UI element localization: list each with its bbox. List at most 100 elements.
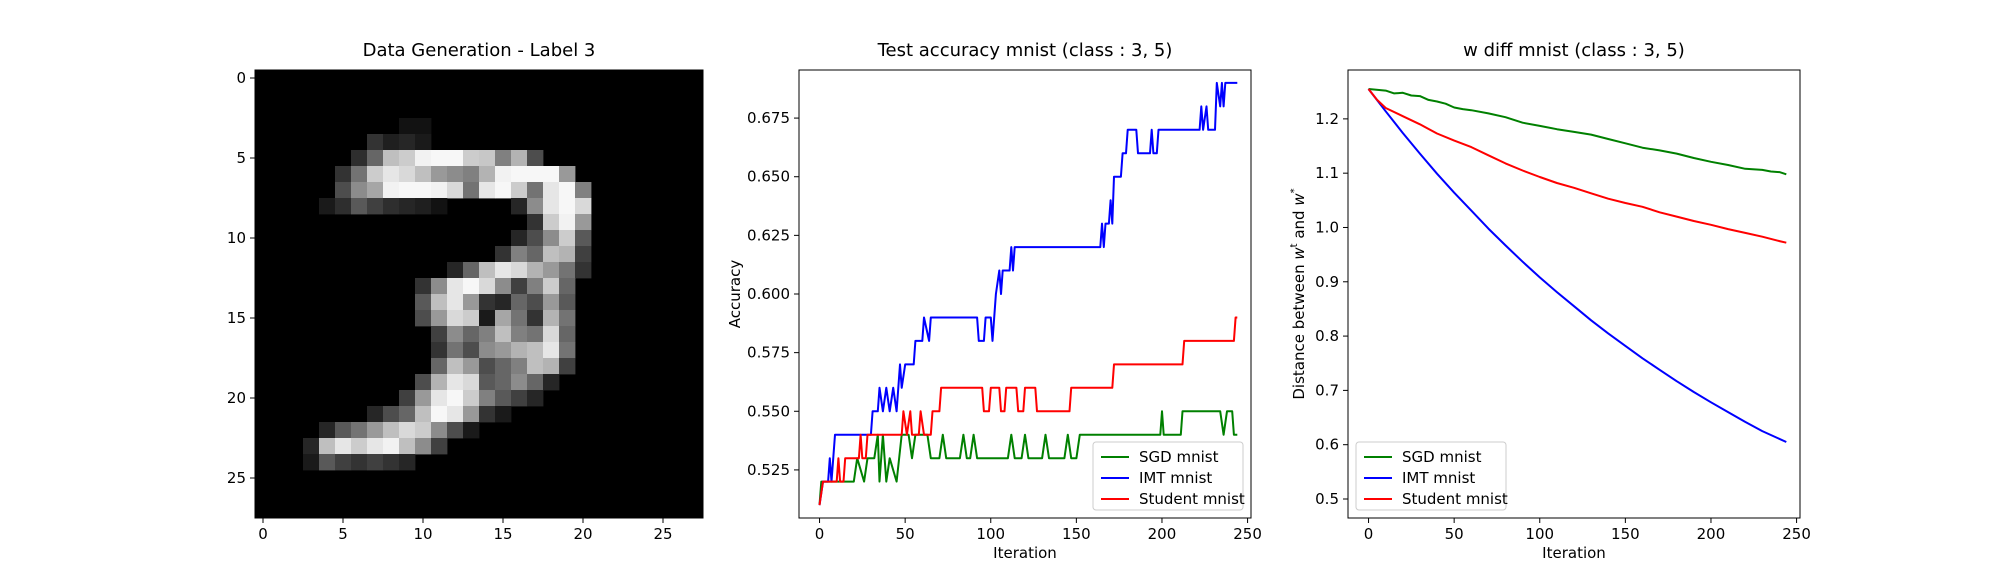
xtick-label: 250 <box>1233 525 1262 543</box>
panel-image: Data Generation - Label 3 0 5 10 15 20 25 0 5 10… <box>227 40 704 543</box>
image-pixel <box>479 262 496 279</box>
xtick-label: 200 <box>1697 525 1726 543</box>
image-pixel <box>479 294 496 311</box>
image-pixel <box>383 438 400 455</box>
image-pixel <box>463 342 480 359</box>
ytick-label: 0.550 <box>747 402 790 420</box>
image-pixel <box>415 150 432 167</box>
accuracy-legend: SGD mnist IMT mnist Student mnist <box>1092 441 1245 511</box>
image-pixel <box>367 454 384 471</box>
image-pixel <box>479 390 496 407</box>
legend-entry: IMT mnist <box>1402 469 1475 487</box>
image-pixel <box>431 406 448 423</box>
image-pixel <box>415 438 432 455</box>
legend-entry: SGD mnist <box>1402 448 1482 466</box>
image-pixel <box>335 182 352 199</box>
image-pixel <box>527 166 544 183</box>
image-pixel <box>415 374 432 391</box>
wdiff-ylabel: Distance between wt and w* <box>1289 188 1308 399</box>
image-pixel <box>447 262 464 279</box>
image-pixel <box>383 422 400 439</box>
image-pixel <box>527 326 544 343</box>
image-pixel <box>447 310 464 327</box>
image-pixel <box>495 166 512 183</box>
legend-entry: Student mnist <box>1402 490 1508 508</box>
image-pixel <box>495 406 512 423</box>
image-pixel <box>559 294 576 311</box>
image-pixel <box>575 246 592 263</box>
image-pixel <box>543 310 560 327</box>
ytick-label: 1.1 <box>1315 164 1339 182</box>
image-pixel <box>335 422 352 439</box>
image-pixel <box>527 390 544 407</box>
image-pixel <box>431 374 448 391</box>
ytick-label: 0.525 <box>747 461 790 479</box>
ytick-label: 1.0 <box>1315 218 1339 236</box>
image-pixel <box>367 182 384 199</box>
image-pixel <box>527 374 544 391</box>
image-pixel <box>351 438 368 455</box>
image-pixel <box>447 294 464 311</box>
image-pixel <box>415 422 432 439</box>
image-pixel <box>447 278 464 295</box>
wdiff-title: w diff mnist (class : 3, 5) <box>1463 40 1685 61</box>
image-pixel <box>431 278 448 295</box>
image-pixel <box>303 454 320 471</box>
image-pixel <box>495 294 512 311</box>
image-pixel <box>415 182 432 199</box>
image-pixel <box>415 118 432 135</box>
image-pixel <box>383 406 400 423</box>
image-pixel <box>335 198 352 215</box>
image-pixel <box>559 278 576 295</box>
image-pixel <box>495 310 512 327</box>
wdiff-ticks: 0 50 100 150 200 250 0.5 0.6 0.7 0.8 0.9 1.0 1.1 1.2 <box>1315 110 1811 543</box>
image-pixel <box>511 294 528 311</box>
image-pixel <box>447 326 464 343</box>
image-ytick-label: 5 <box>236 149 246 167</box>
image-pixel <box>463 278 480 295</box>
image-pixel <box>463 294 480 311</box>
image-pixel <box>559 326 576 343</box>
image-pixel <box>543 182 560 199</box>
image-pixel <box>527 262 544 279</box>
image-pixel <box>351 198 368 215</box>
image-pixel <box>415 406 432 423</box>
image-pixel <box>479 150 496 167</box>
series-line-imt-mnist <box>1367 88 1787 443</box>
image-pixel <box>447 166 464 183</box>
series-line-sgd-mnist <box>818 410 1238 506</box>
image-pixel <box>543 214 560 231</box>
image-pixel <box>431 166 448 183</box>
image-pixel <box>527 310 544 327</box>
image-pixel <box>399 406 416 423</box>
image-pixel <box>479 342 496 359</box>
image-pixel <box>479 358 496 375</box>
image-title: Data Generation - Label 3 <box>363 40 596 61</box>
image-pixel <box>463 326 480 343</box>
legend-box <box>1355 441 1507 511</box>
image-pixel <box>463 166 480 183</box>
legend-entry: SGD mnist <box>1139 448 1219 466</box>
ytick-label: 1.2 <box>1315 110 1339 128</box>
image-pixel <box>415 166 432 183</box>
image-pixel <box>511 358 528 375</box>
image-pixels <box>255 70 703 518</box>
image-pixel <box>511 326 528 343</box>
accuracy-xlabel: Iteration <box>993 544 1057 562</box>
image-pixel <box>511 374 528 391</box>
ytick-label: 0.6 <box>1315 436 1339 454</box>
ytick-label: 0.650 <box>747 168 790 186</box>
image-pixel <box>351 182 368 199</box>
image-pixel <box>527 198 544 215</box>
image-pixel <box>351 454 368 471</box>
accuracy-series-lines <box>818 81 1238 506</box>
image-pixel <box>543 358 560 375</box>
image-pixel <box>431 358 448 375</box>
image-pixel <box>335 438 352 455</box>
ytick-label: 0.575 <box>747 344 790 362</box>
image-pixel <box>319 422 336 439</box>
image-pixel <box>303 438 320 455</box>
image-pixel <box>543 374 560 391</box>
image-pixel <box>431 342 448 359</box>
